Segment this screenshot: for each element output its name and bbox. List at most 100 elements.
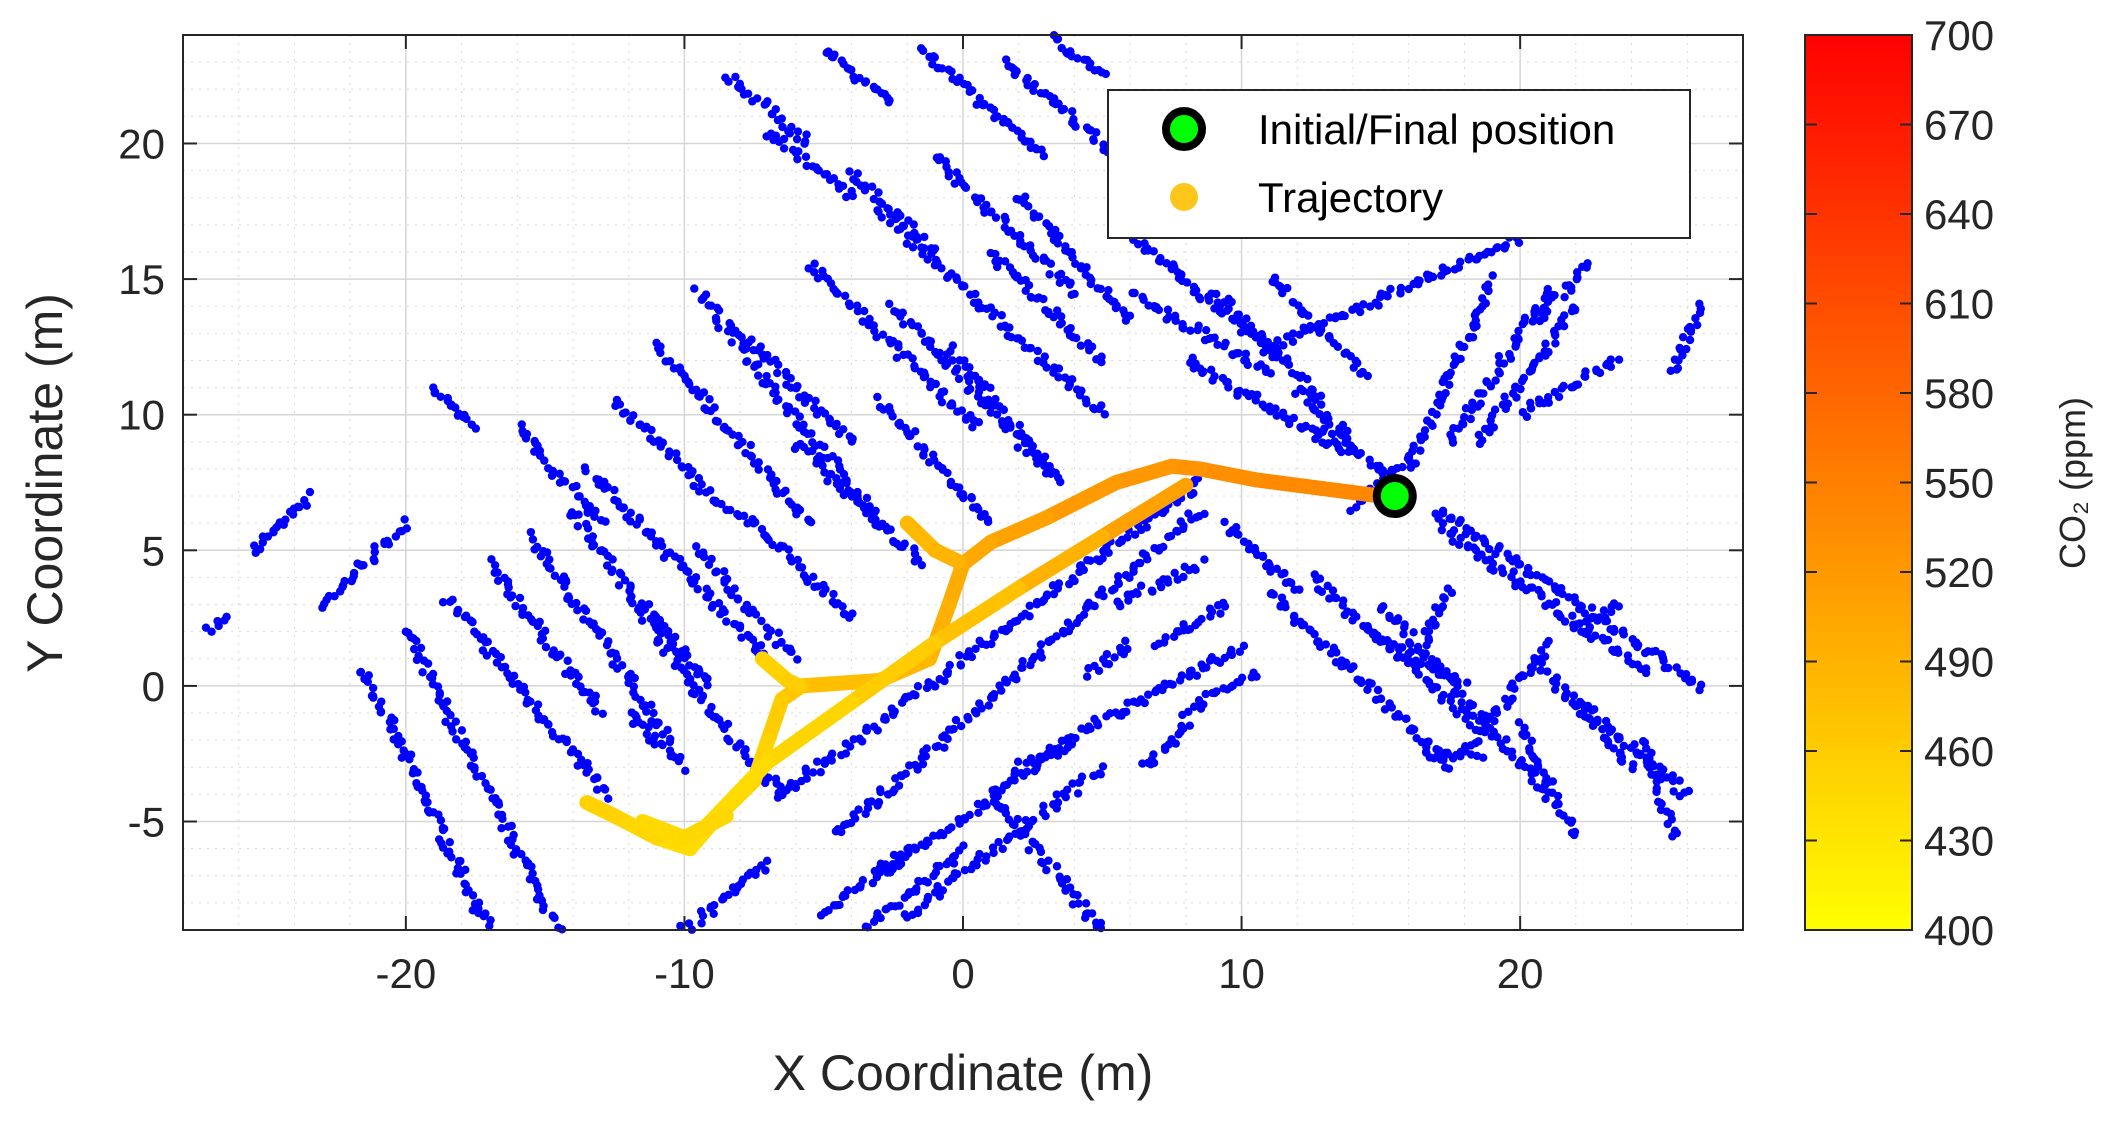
obstacle-point bbox=[920, 232, 929, 242]
obstacle-point bbox=[1565, 281, 1574, 290]
obstacle-point bbox=[1456, 752, 1465, 761]
obstacle-point bbox=[1027, 817, 1037, 826]
obstacle-point bbox=[1010, 820, 1019, 830]
obstacle-point bbox=[887, 861, 897, 870]
obstacle-point bbox=[1266, 589, 1276, 599]
obstacle-point bbox=[919, 372, 929, 382]
obstacle-point bbox=[1022, 137, 1032, 146]
obstacle-point bbox=[1399, 629, 1408, 639]
obstacle-point bbox=[779, 144, 789, 153]
obstacle-point bbox=[893, 852, 902, 861]
obstacle-point bbox=[1352, 612, 1361, 621]
obstacle-point bbox=[1428, 615, 1438, 625]
obstacle-point bbox=[1273, 336, 1282, 345]
obstacle-point bbox=[1199, 700, 1208, 709]
obstacle-point bbox=[521, 434, 531, 443]
obstacle-point bbox=[1052, 632, 1061, 641]
obstacle-point bbox=[1080, 913, 1090, 923]
obstacle-point bbox=[843, 488, 852, 497]
obstacle-point bbox=[937, 264, 946, 273]
obstacle-point bbox=[714, 598, 724, 608]
obstacle-point bbox=[1444, 764, 1454, 773]
obstacle-point bbox=[1428, 665, 1438, 674]
obstacle-point bbox=[733, 595, 743, 604]
obstacle-point bbox=[573, 761, 582, 770]
obstacle-point bbox=[939, 830, 948, 840]
obstacle-point bbox=[1081, 899, 1091, 908]
obstacle-point bbox=[876, 198, 885, 207]
obstacle-point bbox=[749, 459, 759, 468]
obstacle-point bbox=[771, 388, 780, 397]
obstacle-point bbox=[1093, 721, 1103, 730]
obstacle-point bbox=[1182, 278, 1192, 287]
obstacle-point bbox=[1071, 259, 1080, 268]
obstacle-point bbox=[831, 600, 840, 609]
obstacle-point bbox=[1075, 613, 1085, 623]
obstacle-point bbox=[868, 511, 877, 520]
obstacle-point bbox=[1155, 257, 1165, 266]
obstacle-point bbox=[656, 348, 665, 358]
obstacle-point bbox=[1277, 570, 1286, 579]
obstacle-point bbox=[975, 849, 984, 859]
obstacle-point bbox=[585, 688, 594, 697]
obstacle-point bbox=[926, 382, 935, 392]
obstacle-point bbox=[1202, 663, 1211, 672]
obstacle-point bbox=[1166, 531, 1176, 541]
obstacle-point bbox=[1054, 579, 1064, 588]
obstacle-point bbox=[808, 768, 818, 777]
obstacle-point bbox=[1468, 711, 1478, 720]
obstacle-point bbox=[895, 901, 904, 910]
obstacle-point bbox=[574, 672, 583, 682]
obstacle-point bbox=[1038, 455, 1047, 464]
obstacle-point bbox=[1141, 551, 1151, 560]
obstacle-point bbox=[1550, 685, 1560, 694]
obstacle-point bbox=[1416, 446, 1425, 455]
obstacle-point bbox=[647, 700, 656, 710]
obstacle-point bbox=[1405, 639, 1415, 649]
obstacle-point bbox=[1082, 263, 1091, 272]
obstacle-point bbox=[946, 347, 955, 356]
obstacle-point bbox=[752, 94, 762, 103]
colorbar-tick-label: 610 bbox=[1924, 281, 1994, 328]
obstacle-point bbox=[504, 583, 513, 592]
obstacle-point bbox=[773, 115, 783, 125]
obstacle-point bbox=[809, 572, 818, 582]
obstacle-point bbox=[1438, 519, 1448, 528]
obstacle-point bbox=[810, 259, 819, 268]
obstacle-point bbox=[1407, 726, 1417, 735]
obstacle-point bbox=[457, 726, 467, 735]
obstacle-point bbox=[743, 89, 753, 98]
obstacle-point bbox=[1024, 846, 1033, 855]
obstacle-point bbox=[527, 862, 536, 871]
obstacle-point bbox=[1092, 128, 1101, 137]
obstacle-point bbox=[674, 757, 683, 766]
obstacle-point bbox=[281, 515, 290, 524]
obstacle-point bbox=[1481, 722, 1491, 732]
obstacle-point bbox=[867, 797, 876, 806]
obstacle-point bbox=[690, 689, 699, 699]
obstacle-point bbox=[1478, 294, 1487, 303]
obstacle-point bbox=[832, 901, 841, 910]
obstacle-point bbox=[994, 837, 1003, 847]
obstacle-point bbox=[837, 827, 846, 837]
obstacle-point bbox=[1068, 779, 1077, 788]
obstacle-point bbox=[860, 186, 870, 195]
obstacle-point bbox=[1518, 671, 1527, 680]
obstacle-point bbox=[1030, 652, 1039, 662]
obstacle-point bbox=[1010, 766, 1020, 776]
colorbar-tick-label: 490 bbox=[1924, 639, 1994, 686]
obstacle-point bbox=[414, 651, 423, 660]
obstacle-point bbox=[983, 517, 993, 527]
obstacle-point bbox=[1056, 269, 1066, 279]
obstacle-point bbox=[951, 482, 961, 492]
obstacle-point bbox=[1606, 362, 1616, 371]
obstacle-point bbox=[1511, 342, 1520, 351]
obstacle-point bbox=[1457, 698, 1466, 707]
obstacle-point bbox=[1295, 585, 1304, 594]
obstacle-point bbox=[838, 602, 847, 611]
obstacle-point bbox=[538, 634, 548, 643]
obstacle-point bbox=[582, 768, 591, 777]
obstacle-point bbox=[784, 545, 793, 554]
obstacle-point bbox=[441, 717, 450, 727]
obstacle-point bbox=[1042, 590, 1052, 599]
